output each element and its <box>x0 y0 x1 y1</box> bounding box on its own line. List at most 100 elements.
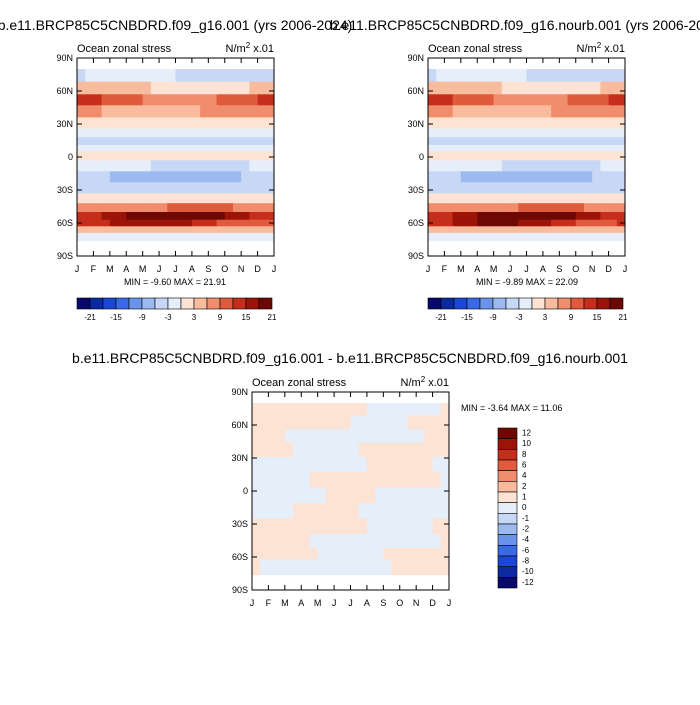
heatmap-cell <box>293 548 302 560</box>
heatmap-cell <box>391 472 401 489</box>
heatmap-cell <box>518 171 528 183</box>
heatmap-cell <box>616 212 625 221</box>
heatmap-cell <box>208 117 218 129</box>
heatmap-cell <box>567 193 577 204</box>
colorbar-label: 8 <box>522 450 527 459</box>
heatmap-cell <box>118 160 127 172</box>
heatmap-cell <box>142 94 152 106</box>
heatmap-cell <box>383 415 393 430</box>
heatmap-cell <box>583 226 593 234</box>
heatmap-cell <box>358 472 368 489</box>
colorbar-swatch <box>497 523 518 535</box>
heatmap-cell <box>452 144 462 153</box>
heatmap-cell <box>301 559 311 576</box>
heatmap-cell <box>534 144 544 153</box>
heatmap-cell <box>600 203 610 213</box>
heatmap-cell <box>159 203 168 213</box>
heatmap-cell <box>93 151 103 161</box>
heatmap-cell <box>118 151 127 161</box>
heatmap-cell <box>268 456 278 473</box>
heatmap-cell <box>101 94 111 106</box>
heatmap-cell <box>293 503 302 520</box>
heatmap-cell <box>460 137 470 146</box>
heatmap-cell <box>436 203 446 213</box>
heatmap-cell <box>551 81 560 95</box>
heatmap-cell <box>440 442 449 458</box>
y-tick-label: 60N <box>231 420 248 430</box>
heatmap-cell <box>444 69 454 83</box>
heatmap-cell <box>252 487 261 504</box>
heatmap-cell <box>109 193 119 204</box>
heatmap-cell <box>510 212 519 221</box>
heatmap-cell <box>583 212 593 221</box>
heatmap-cell <box>109 81 119 95</box>
heatmap-cell <box>265 193 274 204</box>
heatmap-area <box>428 58 625 256</box>
heatmap-cell <box>477 212 487 221</box>
heatmap-cell <box>232 203 242 213</box>
heatmap-cell <box>191 226 201 234</box>
heatmap-cell <box>567 144 577 153</box>
heatmap-cell <box>265 69 274 83</box>
colorbar-label: 9 <box>569 313 574 322</box>
heatmap-cell <box>375 559 384 576</box>
heatmap-cell <box>276 442 286 458</box>
heatmap-cell <box>485 226 495 234</box>
heatmap-cell <box>325 429 335 444</box>
heatmap-cell <box>276 503 286 520</box>
colorbar-label: 15 <box>242 313 251 322</box>
colorbar-swatch <box>453 297 468 310</box>
y-tick-label: 90N <box>56 53 73 63</box>
heatmap-cell <box>608 212 618 221</box>
heatmap-cell <box>424 518 434 535</box>
heatmap-cell <box>159 151 168 161</box>
heatmap-cell <box>142 171 152 183</box>
colorbar-label: 10 <box>522 439 531 448</box>
x-tick-label: M <box>457 264 465 274</box>
heatmap-cell <box>559 160 569 172</box>
heatmap-cell <box>200 117 209 129</box>
heatmap-cell <box>600 69 610 83</box>
heatmap-cell <box>416 533 425 549</box>
heatmap-cell <box>432 415 442 430</box>
heatmap-cell <box>159 171 168 183</box>
heatmap-cell <box>159 193 168 204</box>
heatmap-cell <box>452 137 462 146</box>
heatmap-cell <box>440 559 449 576</box>
heatmap-cell <box>118 182 127 194</box>
heatmap-cell <box>436 219 446 227</box>
colorbar-swatch <box>180 297 195 310</box>
heatmap-cell <box>93 182 103 194</box>
heatmap-cell <box>600 117 610 129</box>
panel-title: b.e11.BRCP85C5CNBDRD.f09_g16.nourb.001 (… <box>330 17 700 33</box>
heatmap-cell <box>325 518 335 535</box>
heatmap-cell <box>534 137 544 146</box>
colorbar-swatch <box>497 534 518 546</box>
heatmap-cell <box>383 487 393 504</box>
heatmap-cell <box>232 151 242 161</box>
colorbar-swatch <box>466 297 481 310</box>
heatmap-cell <box>583 137 593 146</box>
heatmap-cell <box>493 128 503 138</box>
heatmap-cell <box>109 94 119 106</box>
heatmap-cell <box>167 69 177 83</box>
heatmap-cell <box>375 456 384 473</box>
heatmap-cell <box>252 472 261 489</box>
x-tick-label: O <box>396 598 403 608</box>
heatmap-cell <box>241 144 250 153</box>
heatmap-cell <box>366 415 376 430</box>
heatmap-cell <box>200 160 209 172</box>
heatmap-cell <box>399 403 409 417</box>
heatmap-cell <box>452 69 462 83</box>
heatmap-cell <box>469 128 478 138</box>
heatmap-cell <box>325 487 335 504</box>
heatmap-cell <box>268 548 278 560</box>
heatmap-cell <box>583 193 593 204</box>
heatmap-cell <box>501 117 511 129</box>
heatmap-cell <box>167 182 177 194</box>
heatmap-cell <box>317 548 327 560</box>
heatmap-cell <box>460 193 470 204</box>
heatmap-cell <box>249 193 259 204</box>
panel-title: b.e11.BRCP85C5CNBDRD.f09_g16.001 (yrs 20… <box>0 17 352 33</box>
heatmap-cell <box>460 219 470 227</box>
